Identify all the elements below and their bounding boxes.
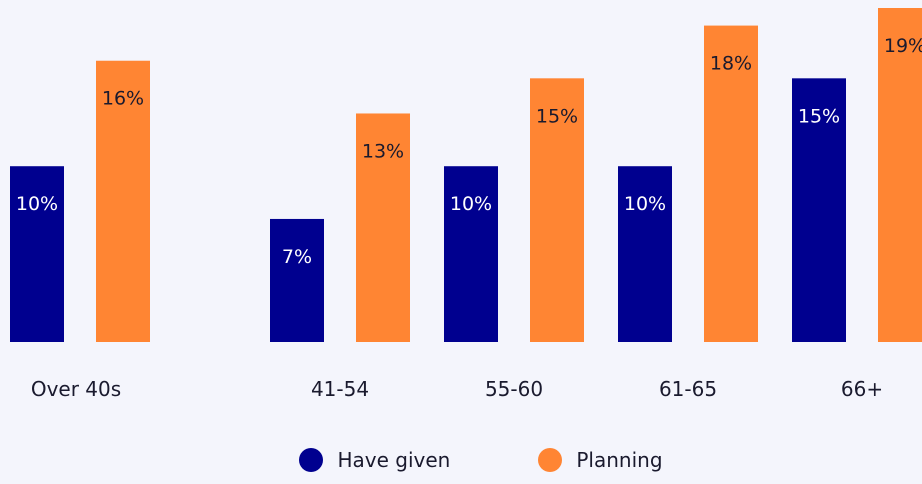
bar-have-given-1	[270, 218, 324, 342]
legend-label-have-given: Have given	[337, 448, 451, 472]
legend-swatch-planning	[538, 448, 563, 472]
legend-item-have-given: Have given	[259, 448, 450, 472]
category-label-4: 66+	[841, 377, 883, 401]
bar-planning-0	[96, 60, 150, 342]
data-label-have-given-0: 10%	[16, 193, 58, 215]
legend-swatch-have-given	[299, 448, 324, 472]
data-label-planning-1: 13%	[362, 140, 404, 162]
data-label-planning-2: 15%	[536, 105, 578, 127]
bar-have-given-3	[618, 166, 672, 342]
bar-planning-1	[356, 113, 410, 342]
data-label-planning-4: 19%	[884, 35, 922, 57]
bar-have-given-0	[10, 166, 64, 342]
legend-label-planning: Planning	[576, 448, 663, 472]
bar-planning-3	[704, 25, 758, 342]
data-label-have-given-1: 7%	[282, 246, 312, 268]
category-label-3: 61-65	[659, 377, 717, 401]
legend-item-planning: Planning	[498, 448, 663, 472]
bar-planning-2	[530, 78, 584, 342]
data-label-planning-3: 18%	[710, 53, 752, 75]
data-label-planning-0: 16%	[102, 88, 144, 110]
data-label-have-given-4: 15%	[798, 105, 840, 127]
category-label-2: 55-60	[485, 377, 543, 401]
bar-planning-4	[878, 8, 922, 342]
legend: Have given Planning	[0, 448, 922, 472]
category-label-0: Over 40s	[31, 377, 121, 401]
bar-have-given-4	[792, 78, 846, 342]
data-label-have-given-2: 10%	[450, 193, 492, 215]
data-label-have-given-3: 10%	[624, 193, 666, 215]
category-label-1: 41-54	[311, 377, 369, 401]
bar-have-given-2	[444, 166, 498, 342]
